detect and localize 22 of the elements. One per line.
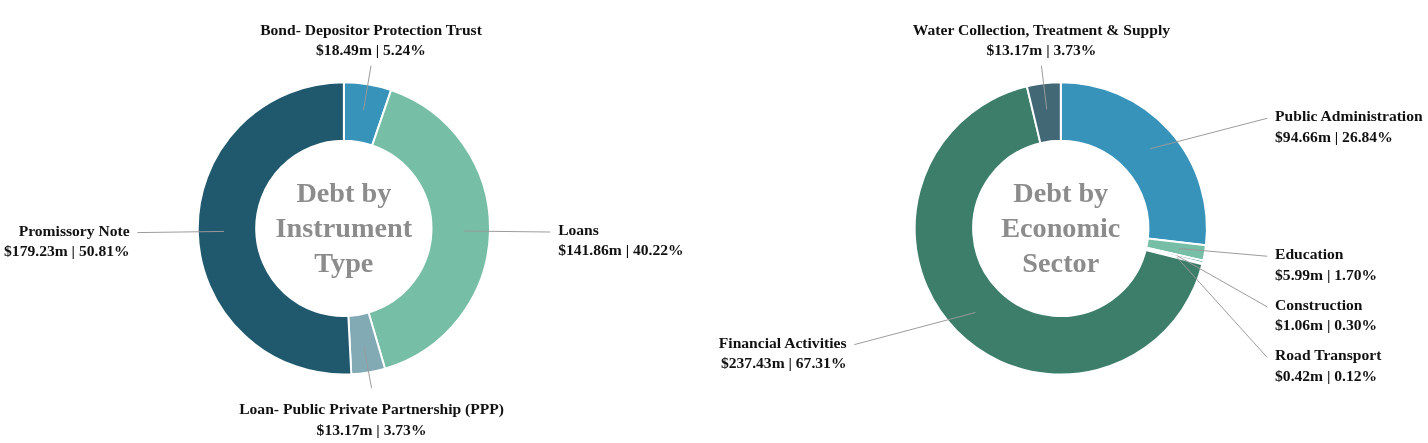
data-label: $18.49m | 5.24% — [316, 41, 426, 58]
text: Debt by Instrument Type — [275, 177, 413, 279]
slice-label: Loan- Public Private Partnership (PPP) — [239, 400, 504, 419]
data-label: $1.06m | 0.30% — [1275, 316, 1378, 334]
data-label: $13.17m | 3.73% — [986, 41, 1097, 58]
slice-label: Road Transport — [1275, 346, 1383, 364]
slice-label: Financial Activities — [718, 333, 847, 351]
slice-label: Construction — [1275, 295, 1363, 313]
slice-label: Water Collection, Treatment & Supply — [912, 20, 1171, 38]
data-label: $5.99m | 1.70% — [1275, 265, 1378, 283]
slice-label: Public Administration — [1275, 107, 1423, 125]
slice-label: Promissory Note — [18, 221, 130, 239]
text: Debt by Economic Sector — [1001, 177, 1121, 279]
slice-label: Loans — [558, 220, 599, 238]
data-label: $13.17m | 3.73% — [316, 420, 427, 438]
data-label: $179.23m | 50.81% — [4, 241, 130, 259]
data-label: $237.43m | 67.31% — [721, 354, 847, 371]
slice-label: Bond- Depositor Protection Trust — [260, 20, 483, 38]
data-label: $94.66m | 26.84% — [1275, 127, 1393, 145]
data-label: $0.42m | 0.12% — [1275, 366, 1378, 384]
data-label: $141.86m | 40.22% — [558, 241, 684, 259]
slice-label: Education — [1275, 245, 1344, 263]
